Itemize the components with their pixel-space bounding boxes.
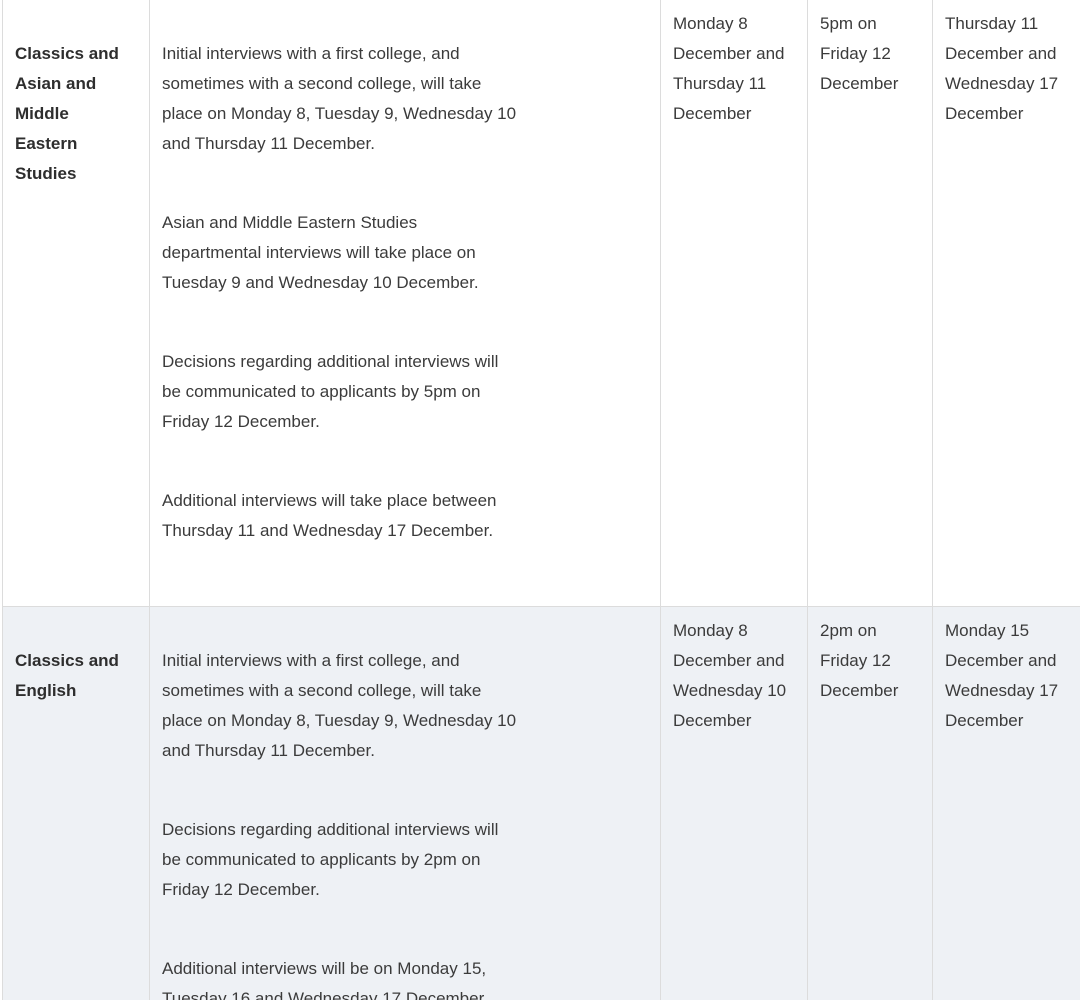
subject-label: Classics and English: [15, 651, 119, 700]
details-paragraph: Initial interviews with a first college,…: [162, 651, 517, 760]
details-cell: Initial interviews with a first college,…: [149, 0, 661, 607]
decisions-deadline-cell: 2pm on Friday 12 December: [807, 606, 933, 1000]
subject-cell: Classics and Asian and Middle Eastern St…: [2, 0, 150, 607]
table-row: Classics and English Initial interviews …: [2, 606, 1080, 1000]
details-paragraph: Additional interviews will take place be…: [162, 491, 497, 540]
details-paragraph: Decisions regarding additional interview…: [162, 820, 499, 899]
subject-cell: Classics and English: [2, 606, 150, 1000]
details-paragraph: Additional interviews will be on Monday …: [162, 959, 489, 1000]
details-paragraph: Decisions regarding additional interview…: [162, 352, 499, 431]
initial-interviews-cell: Monday 8 December and Wednesday 10 Decem…: [660, 606, 808, 1000]
decisions-deadline-cell: 5pm on Friday 12 December: [807, 0, 933, 607]
details-cell: Initial interviews with a first college,…: [149, 606, 661, 1000]
details-paragraph: Asian and Middle Eastern Studies departm…: [162, 213, 479, 292]
subject-label: Classics and Asian and Middle Eastern St…: [15, 44, 119, 183]
additional-interviews-cell: Thursday 11 December and Wednesday 17 De…: [932, 0, 1080, 607]
initial-interviews-cell: Monday 8 December and Thursday 11 Decemb…: [660, 0, 808, 607]
table-row: Classics and Asian and Middle Eastern St…: [2, 0, 1080, 607]
details-paragraph: Initial interviews with a first college,…: [162, 44, 517, 153]
additional-interviews-cell: Monday 15 December and Wednesday 17 Dece…: [932, 606, 1080, 1000]
